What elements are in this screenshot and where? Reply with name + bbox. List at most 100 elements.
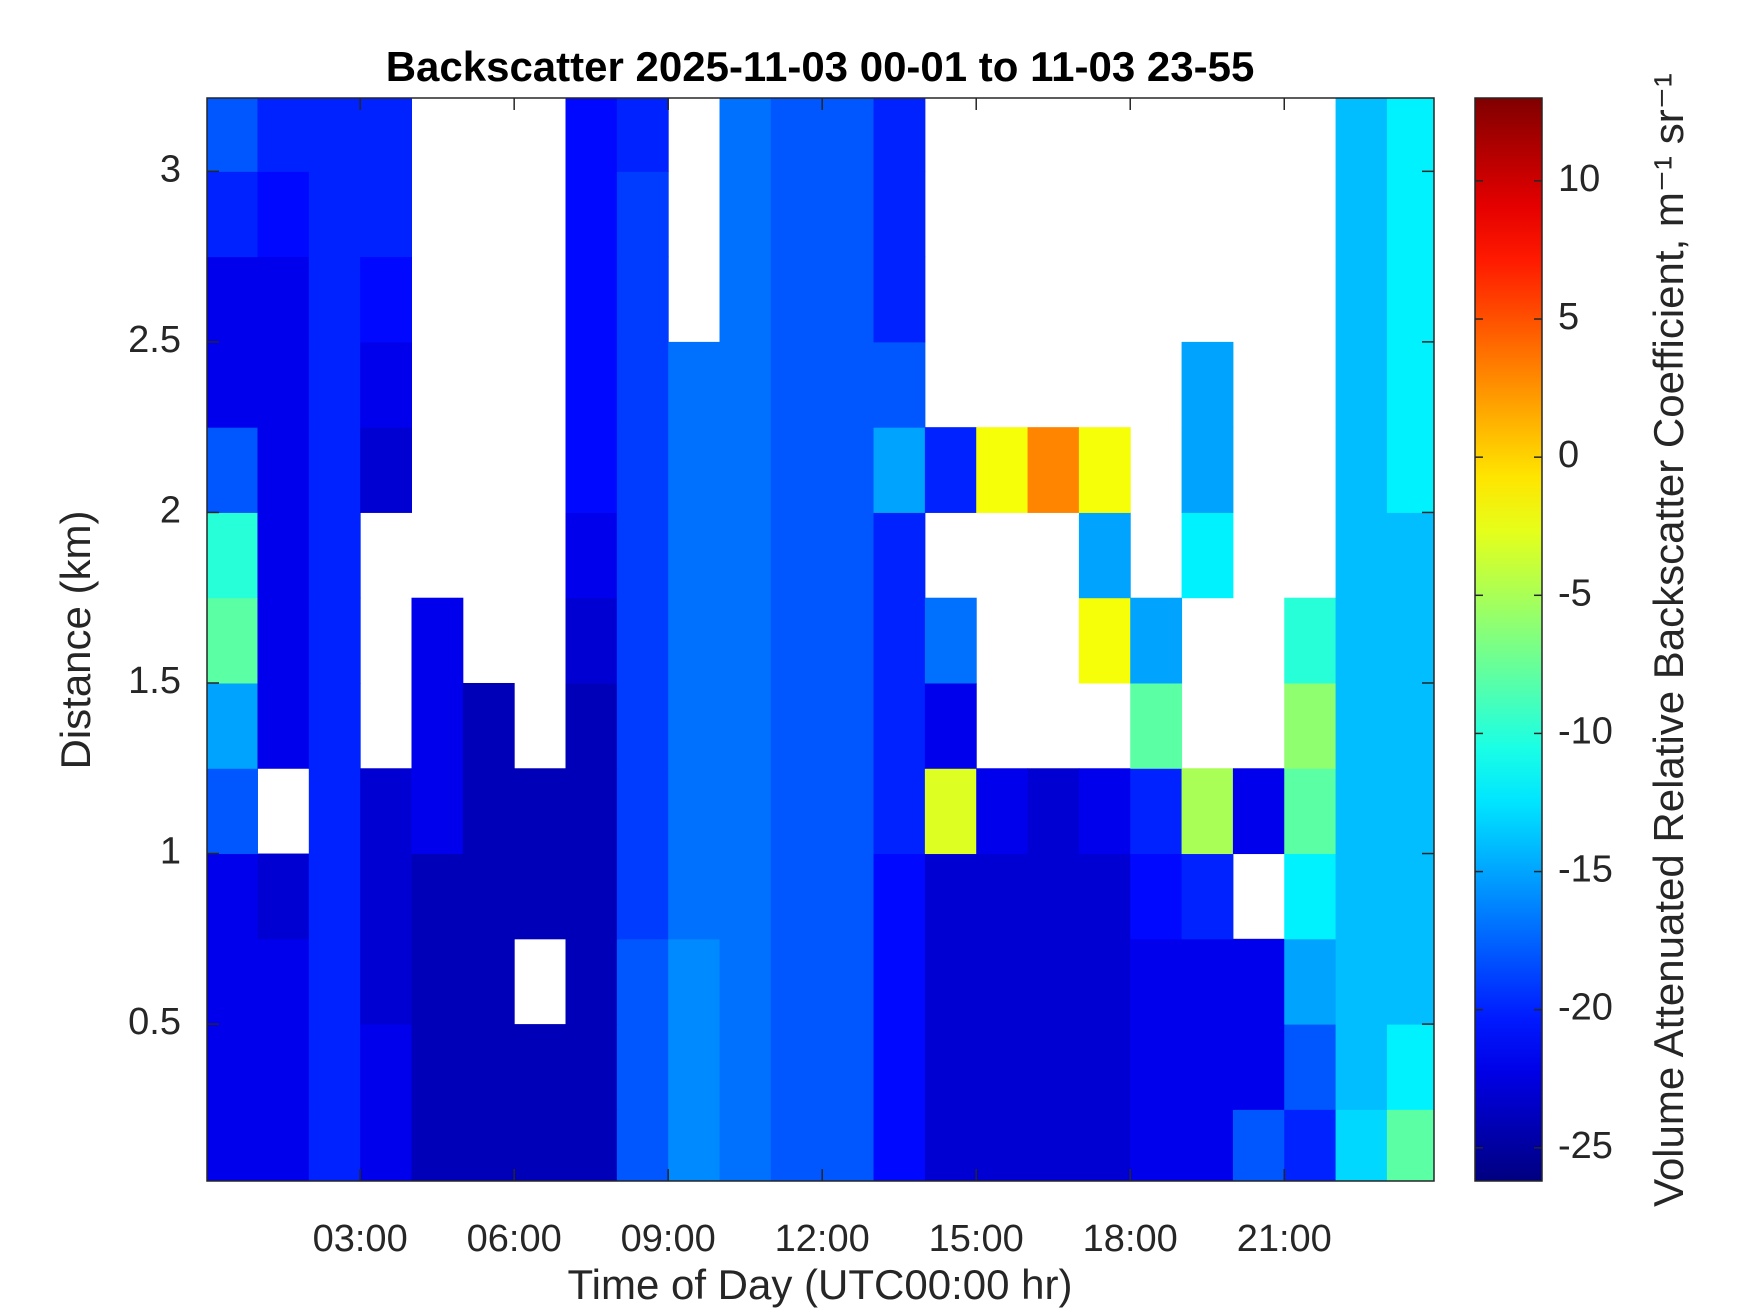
heatmap-cell bbox=[668, 1109, 721, 1181]
heatmap-cell bbox=[308, 597, 361, 684]
heatmap-cell bbox=[565, 341, 618, 428]
heatmap-cell bbox=[873, 1109, 926, 1181]
heatmap-cell bbox=[822, 98, 875, 172]
heatmap-cell bbox=[822, 853, 875, 940]
heatmap-cell bbox=[360, 427, 412, 513]
heatmap-cell bbox=[207, 938, 258, 1025]
heatmap-cell bbox=[308, 98, 361, 172]
colorbar-tick-label: 5 bbox=[1558, 296, 1579, 338]
heatmap-cell bbox=[462, 1109, 515, 1181]
heatmap-cell bbox=[1027, 1024, 1080, 1110]
heatmap-cell bbox=[616, 512, 669, 599]
heatmap-cell bbox=[1078, 427, 1131, 513]
heatmap-cell bbox=[411, 1024, 464, 1110]
heatmap-cell bbox=[616, 1109, 669, 1181]
heatmap-cell bbox=[1181, 1109, 1234, 1181]
heatmap-cell bbox=[207, 853, 258, 940]
heatmap-cell bbox=[616, 682, 669, 769]
heatmap-cell bbox=[822, 427, 875, 513]
heatmap-cell bbox=[360, 1109, 412, 1181]
heatmap-cell bbox=[1078, 768, 1131, 855]
heatmap-cell bbox=[873, 171, 926, 258]
heatmap-cell bbox=[822, 1109, 875, 1181]
colorbar-tick-label: -5 bbox=[1558, 572, 1592, 614]
heatmap-cell bbox=[1335, 171, 1388, 258]
heatmap-cell bbox=[308, 341, 361, 428]
heatmap-cell bbox=[770, 938, 823, 1025]
colorbar-tick-label: 10 bbox=[1558, 158, 1600, 200]
heatmap-cell bbox=[668, 768, 721, 855]
heatmap-cell bbox=[1284, 682, 1337, 769]
heatmap-cell bbox=[1130, 768, 1183, 855]
heatmap-cell bbox=[308, 768, 361, 855]
heatmap-cell bbox=[565, 256, 618, 343]
heatmap-cell bbox=[1027, 1109, 1080, 1181]
x-tick-label: 21:00 bbox=[1237, 1218, 1332, 1260]
y-tick-label: 0.5 bbox=[128, 1001, 181, 1043]
heatmap-cell bbox=[514, 1024, 567, 1110]
heatmap-cell bbox=[257, 512, 310, 599]
heatmap-cell bbox=[1386, 256, 1434, 343]
heatmap-cell bbox=[976, 768, 1029, 855]
heatmap-cell bbox=[822, 1024, 875, 1110]
heatmap-cell bbox=[976, 1109, 1029, 1181]
heatmap-cell bbox=[976, 853, 1029, 940]
heatmap-cell bbox=[924, 938, 977, 1025]
chart-title: Backscatter 2025-11-03 00-01 to 11-03 23… bbox=[386, 43, 1255, 90]
heatmap-cell bbox=[719, 768, 772, 855]
heatmap-cell bbox=[924, 1109, 977, 1181]
heatmap-cell bbox=[924, 427, 977, 513]
heatmap-cell bbox=[822, 938, 875, 1025]
heatmap-cell bbox=[207, 512, 258, 599]
heatmap-cell bbox=[411, 597, 464, 684]
heatmap-cell bbox=[565, 427, 618, 513]
heatmap-cell bbox=[1027, 427, 1080, 513]
heatmap-cell bbox=[1232, 768, 1285, 855]
heatmap-cell bbox=[1027, 853, 1080, 940]
colorbar-tick-label: -25 bbox=[1558, 1125, 1613, 1167]
heatmap-cell bbox=[1386, 427, 1434, 513]
heatmap-cell bbox=[1335, 256, 1388, 343]
heatmap-cell bbox=[719, 341, 772, 428]
colorbar-tick-label: -10 bbox=[1558, 710, 1613, 752]
heatmap-cell bbox=[770, 768, 823, 855]
heatmap-cell bbox=[207, 682, 258, 769]
heatmap-cell bbox=[1181, 512, 1234, 599]
heatmap-cell bbox=[873, 1024, 926, 1110]
heatmap-cell bbox=[616, 256, 669, 343]
heatmap-cell bbox=[719, 512, 772, 599]
heatmap-cell bbox=[976, 938, 1029, 1025]
heatmap-cell bbox=[1130, 682, 1183, 769]
heatmap-cell bbox=[207, 1109, 258, 1181]
heatmap-cell bbox=[1181, 853, 1234, 940]
heatmap-cell bbox=[1130, 853, 1183, 940]
y-tick-label: 1.5 bbox=[128, 660, 181, 702]
heatmap-cell bbox=[257, 1109, 310, 1181]
heatmap-cell bbox=[257, 1024, 310, 1110]
heatmap-cell bbox=[616, 171, 669, 258]
heatmap-cell bbox=[924, 682, 977, 769]
heatmap-cell bbox=[257, 341, 310, 428]
heatmap-cell bbox=[462, 853, 515, 940]
heatmap-cell bbox=[1335, 682, 1388, 769]
heatmap-cell bbox=[616, 938, 669, 1025]
y-tick-label: 3 bbox=[160, 148, 181, 190]
heatmap-cell bbox=[770, 682, 823, 769]
heatmap-cell bbox=[565, 938, 618, 1025]
heatmap-cell bbox=[207, 768, 258, 855]
colorbar-tick-label: 0 bbox=[1558, 434, 1579, 476]
heatmap-cell bbox=[360, 171, 412, 258]
heatmap-cell bbox=[565, 171, 618, 258]
heatmap-cell bbox=[565, 597, 618, 684]
heatmap-cell bbox=[1386, 1024, 1434, 1110]
heatmap-cell bbox=[360, 1024, 412, 1110]
heatmap-cell bbox=[873, 341, 926, 428]
x-tick-label: 03:00 bbox=[313, 1218, 408, 1260]
heatmap-cell bbox=[1335, 853, 1388, 940]
heatmap-cell bbox=[668, 853, 721, 940]
heatmap-cell bbox=[308, 938, 361, 1025]
heatmap-cell bbox=[565, 1024, 618, 1110]
heatmap-cell bbox=[1078, 938, 1131, 1025]
heatmap-cell bbox=[873, 256, 926, 343]
colorbar-tick-label: -15 bbox=[1558, 849, 1613, 891]
